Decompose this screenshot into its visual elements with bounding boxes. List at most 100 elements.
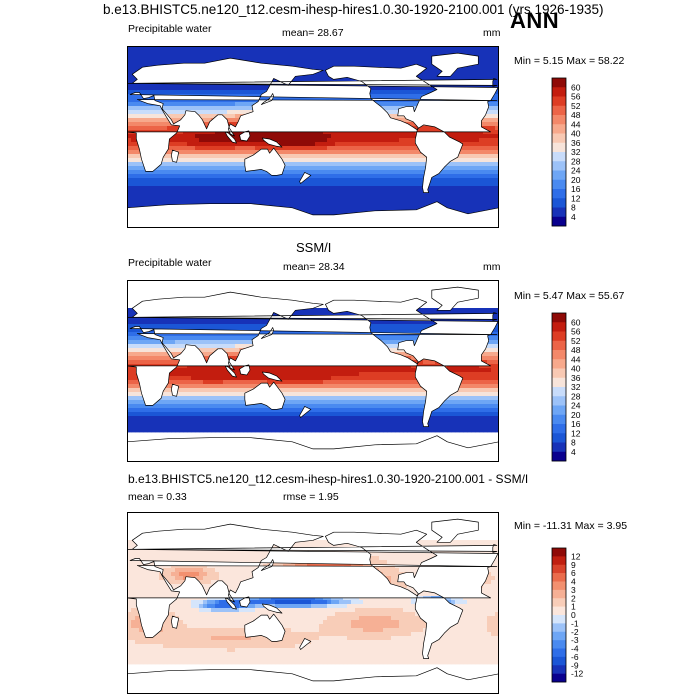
colorbar-label: 44 <box>571 119 581 129</box>
panel-obs-variable: Precipitable water <box>128 257 212 269</box>
colorbar-label: 12 <box>571 551 581 561</box>
colorbar-swatch <box>552 433 566 443</box>
colorbar-swatch <box>552 451 566 462</box>
colorbar-label: 12 <box>571 193 581 203</box>
colorbar-label: 4 <box>571 447 576 457</box>
colorbar-swatch <box>552 142 566 153</box>
colorbar-swatch <box>552 368 566 379</box>
colorbar-label: -2 <box>571 627 579 637</box>
colorbar-label: 32 <box>571 147 581 157</box>
panel-diff-minmax: Min = -11.31 Max = 3.95 <box>514 520 628 532</box>
colorbar-swatch <box>552 615 566 624</box>
colorbar-label: 4 <box>571 577 576 587</box>
colorbar-label: -9 <box>571 660 579 670</box>
colorbar-label: 56 <box>571 327 581 337</box>
continent-outline <box>127 52 499 228</box>
colorbar-label: 20 <box>571 410 581 420</box>
colorbar-swatch <box>552 198 566 208</box>
panel-model-units: mm <box>483 27 501 39</box>
colorbar-label: 40 <box>571 129 581 139</box>
colorbar-swatch <box>552 631 566 641</box>
colorbar-swatch <box>552 207 566 218</box>
colorbar-swatch <box>552 170 566 181</box>
colorbar-swatch <box>552 161 566 171</box>
colorbar-label: 2 <box>571 593 576 603</box>
colorbar-label: 1 <box>571 602 576 612</box>
colorbar-label: 28 <box>571 156 581 166</box>
colorbar-swatch <box>552 350 566 360</box>
panel-model-variable: Precipitable water <box>128 23 212 35</box>
colorbar-swatch <box>552 189 566 199</box>
colorbar-label: 20 <box>571 175 581 185</box>
colorbar-swatch <box>552 313 566 323</box>
colorbar-label: 52 <box>571 101 581 111</box>
colorbar-label: 9 <box>571 560 576 570</box>
colorbar-label: 48 <box>571 110 581 120</box>
colorbar-label: 24 <box>571 166 581 176</box>
colorbar-swatch <box>552 606 566 616</box>
colorbar-swatch <box>552 589 566 599</box>
page-title: b.e13.BHISTC5.ne120_t12.cesm-ihesp-hires… <box>103 2 604 17</box>
colorbar-label: 44 <box>571 354 581 364</box>
colorbar-swatch <box>552 656 566 666</box>
colorbar-swatch <box>552 623 566 633</box>
colorbar-label: 36 <box>571 138 581 148</box>
panel-obs-minmax: Min = 5.47 Max = 55.67 <box>514 290 625 302</box>
panel-model-mean: mean= 28.67 <box>282 27 344 39</box>
colorbar-swatch <box>552 648 566 658</box>
panel-diff-subtitle: b.e13.BHISTC5.ne120_t12.cesm-ihesp-hires… <box>128 472 529 486</box>
colorbar-swatch <box>552 640 566 649</box>
colorbar-swatch <box>552 673 566 683</box>
colorbar-swatch <box>552 564 566 574</box>
season-label: ANN <box>510 8 560 33</box>
colorbar-label: -12 <box>571 669 584 679</box>
colorbar-label: 52 <box>571 336 581 346</box>
colorbar-swatch <box>552 216 566 227</box>
colorbar-swatch <box>552 405 566 416</box>
panel-diff-rmse: rmse = 1.95 <box>283 491 339 503</box>
panel-obs-units: mm <box>483 261 501 273</box>
map-model <box>127 46 499 228</box>
colorbar-label: 8 <box>571 438 576 448</box>
colorbar-label: 48 <box>571 345 581 355</box>
colorbar-label: -6 <box>571 652 579 662</box>
colorbar-label: -3 <box>571 635 579 645</box>
colorbar-label: 4 <box>571 212 576 222</box>
map-diff <box>127 512 499 694</box>
colorbar-label: 8 <box>571 203 576 213</box>
colorbar-swatch <box>552 396 566 406</box>
colorbar-swatch <box>552 124 566 134</box>
colorbar-swatch <box>552 665 566 674</box>
colorbar-label: 40 <box>571 364 581 374</box>
colorbar-swatch <box>552 581 566 591</box>
colorbar-label: 60 <box>571 82 581 92</box>
colorbar-label: -4 <box>571 644 579 654</box>
colorbar-swatch <box>552 322 566 332</box>
colorbar-swatch <box>552 548 566 557</box>
colorbar-swatch <box>552 377 566 388</box>
colorbar-label: 12 <box>571 428 581 438</box>
colorbar-label: 56 <box>571 92 581 102</box>
colorbar-label: 16 <box>571 419 581 429</box>
colorbar-label: 24 <box>571 401 581 411</box>
colorbar-swatch <box>552 78 566 88</box>
colorbar-swatch <box>552 105 566 116</box>
colorbar-swatch <box>552 133 566 144</box>
colorbar-label: 36 <box>571 373 581 383</box>
colorbar-label: 60 <box>571 317 581 327</box>
colorbar-swatch <box>552 442 566 453</box>
panel-diff-mean: mean = 0.33 <box>128 491 187 503</box>
colorbar-swatch <box>552 598 566 607</box>
colorbar-label: 32 <box>571 382 581 392</box>
colorbar-swatch <box>552 115 566 125</box>
map-obs <box>127 280 499 462</box>
colorbar-label: -1 <box>571 618 579 628</box>
continent-outline <box>127 286 499 462</box>
continent-outline <box>127 518 499 694</box>
colorbar-swatch <box>552 340 566 351</box>
colorbar-label: 6 <box>571 568 576 578</box>
colorbar-swatch <box>552 414 566 425</box>
